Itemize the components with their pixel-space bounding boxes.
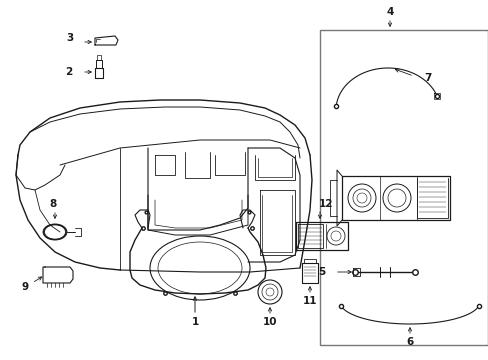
Text: 10: 10 <box>262 317 277 327</box>
Text: 1: 1 <box>191 317 198 327</box>
Text: 4: 4 <box>386 7 393 17</box>
Text: 5: 5 <box>317 267 325 277</box>
Text: 8: 8 <box>49 199 57 209</box>
Text: 11: 11 <box>302 296 317 306</box>
Text: 12: 12 <box>318 199 332 209</box>
Text: 7: 7 <box>423 73 430 83</box>
Text: 2: 2 <box>64 67 72 77</box>
Text: 9: 9 <box>22 282 29 292</box>
Text: 3: 3 <box>67 33 74 43</box>
Bar <box>319 30 487 345</box>
Text: 6: 6 <box>406 337 413 347</box>
